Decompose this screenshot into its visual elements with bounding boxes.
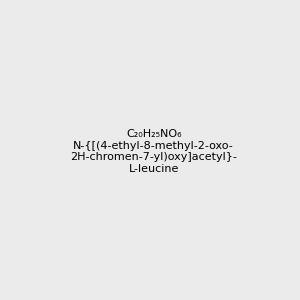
- Text: C₂₀H₂₅NO₆
N-{[(4-ethyl-8-methyl-2-oxo-
2H-chromen-7-yl)oxy]acetyl}-
L-leucine: C₂₀H₂₅NO₆ N-{[(4-ethyl-8-methyl-2-oxo- 2…: [70, 129, 237, 174]
